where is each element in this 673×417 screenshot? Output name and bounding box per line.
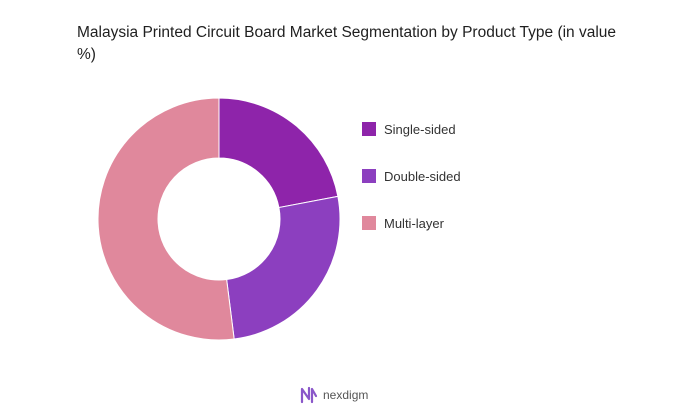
slice-single-sided	[218, 97, 339, 209]
legend-swatch-double-sided	[362, 169, 376, 183]
legend-swatch-single-sided	[362, 122, 376, 136]
legend-item-single-sided: Single-sided	[362, 117, 461, 141]
legend-label-single-sided: Single-sided	[384, 121, 456, 137]
brand-name: nexdigm	[323, 388, 369, 402]
legend-label-multi-layer: Multi-layer	[384, 215, 444, 231]
legend-item-multi-layer: Multi-layer	[362, 211, 461, 235]
nexdigm-logo-icon	[300, 386, 318, 404]
donut-slices	[97, 97, 341, 341]
slice-double-sided	[226, 195, 341, 340]
chart-title: Malaysia Printed Circuit Board Market Se…	[77, 24, 617, 63]
chart-legend: Single-sided Double-sided Multi-layer	[362, 117, 461, 258]
legend-item-double-sided: Double-sided	[362, 164, 461, 188]
brand-footer: nexdigm	[299, 386, 368, 404]
legend-label-double-sided: Double-sided	[384, 168, 461, 184]
legend-swatch-multi-layer	[362, 216, 376, 230]
slice-multi-layer	[97, 97, 235, 341]
